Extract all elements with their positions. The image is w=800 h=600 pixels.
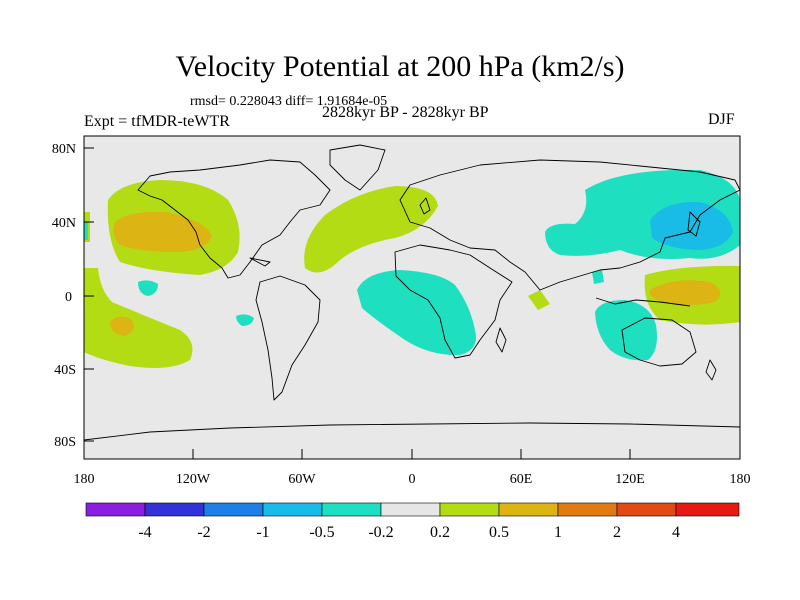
anomaly-core-west-pacific (649, 280, 721, 305)
map-title: Velocity Potential at 200 hPa (km2/s) (175, 50, 625, 83)
lat-axis: 80N 40N 0 40S 80S (52, 142, 94, 450)
coast-south-america (255, 275, 321, 401)
coast-africa (394, 244, 513, 359)
stats-text: rmsd= 0.228043 diff= 1.91684e-05 (190, 94, 388, 109)
colorbar-label-8: 1 (554, 524, 562, 541)
colorbar-label-7: 0.5 (489, 524, 509, 541)
anomaly-region-maritime-continent (595, 300, 657, 361)
period-label: 2828kyr BP - 2828kyr BP (322, 104, 489, 121)
lon-label-180w: 180 (74, 472, 95, 487)
anomaly-region-africa-atlantic (357, 270, 476, 356)
anomaly-core-north-pacific (113, 211, 212, 252)
colorbar-box-4 (262, 502, 323, 517)
colorbar-box-11 (675, 502, 740, 517)
lon-axis: 180 120W 60W 0 60E 120E 180 (74, 449, 751, 487)
lon-label-60w: 60W (288, 472, 316, 487)
colorbar-label-5: -0.2 (368, 524, 393, 541)
colorbar-box-9 (557, 502, 618, 517)
coastlines (84, 144, 740, 441)
anomaly-region-central-pacific (138, 280, 158, 296)
coast-cuba (249, 257, 271, 267)
lon-label-120e: 120E (615, 472, 645, 487)
coast-uk (419, 197, 431, 215)
colorbar-box-7 (439, 502, 500, 517)
anomaly-region-dateline-east (84, 222, 88, 240)
anomaly-region-south-atlantic-small (236, 314, 254, 326)
colorbar-box-5 (321, 502, 382, 517)
anomaly-shading (84, 144, 740, 441)
colorbar-label-4: -0.5 (309, 524, 334, 541)
lon-label-60e: 60E (510, 472, 533, 487)
anomaly-region-west-africa-coast (592, 270, 604, 284)
coast-indonesia (595, 297, 691, 307)
colorbar-box-6 (380, 502, 441, 517)
lat-label-40s: 40S (54, 363, 76, 378)
lat-label-80s: 80S (54, 435, 76, 450)
anomaly-region-arabian-sea (528, 290, 550, 310)
lat-label-40n: 40N (52, 216, 76, 231)
colorbar-box-10 (616, 502, 677, 517)
colorbar-box-1 (85, 502, 146, 517)
coast-japan (687, 211, 701, 237)
experiment-label: Expt = tfMDR-teWTR (84, 113, 230, 130)
lat-label-80n: 80N (52, 142, 76, 157)
coast-greenland (329, 144, 386, 191)
colorbar-label-2: -2 (197, 524, 210, 541)
colorbar-box-2 (144, 502, 205, 517)
coast-eurasia (399, 159, 740, 291)
colorbar-label-10: 4 (672, 524, 680, 541)
coast-madagascar (495, 327, 507, 353)
lon-label-120w: 120W (176, 472, 211, 487)
colorbar: -4 -2 -1 -0.5 -0.2 0.2 0.5 1 2 4 (85, 502, 740, 541)
anomaly-core-japan (650, 201, 733, 250)
colorbar-label-3: -1 (256, 524, 269, 541)
coast-australia (621, 317, 697, 367)
lon-label-180e: 180 (730, 472, 751, 487)
season-label: DJF (708, 111, 735, 128)
anomaly-region-north-atlantic (304, 186, 438, 273)
coast-north-america (137, 159, 331, 279)
anomaly-region-south-pacific (84, 268, 193, 368)
colorbar-label-6: 0.2 (430, 524, 450, 541)
colorbar-box-8 (498, 502, 559, 517)
colorbar-box-3 (203, 502, 264, 517)
anomaly-core-south-pacific (110, 316, 134, 336)
lon-label-0: 0 (409, 472, 416, 487)
colorbar-label-9: 2 (613, 524, 621, 541)
colorbar-label-1: -4 (138, 524, 151, 541)
lat-label-0: 0 (65, 290, 72, 305)
coast-new-zealand (705, 359, 717, 381)
coast-antarctica (84, 422, 740, 441)
